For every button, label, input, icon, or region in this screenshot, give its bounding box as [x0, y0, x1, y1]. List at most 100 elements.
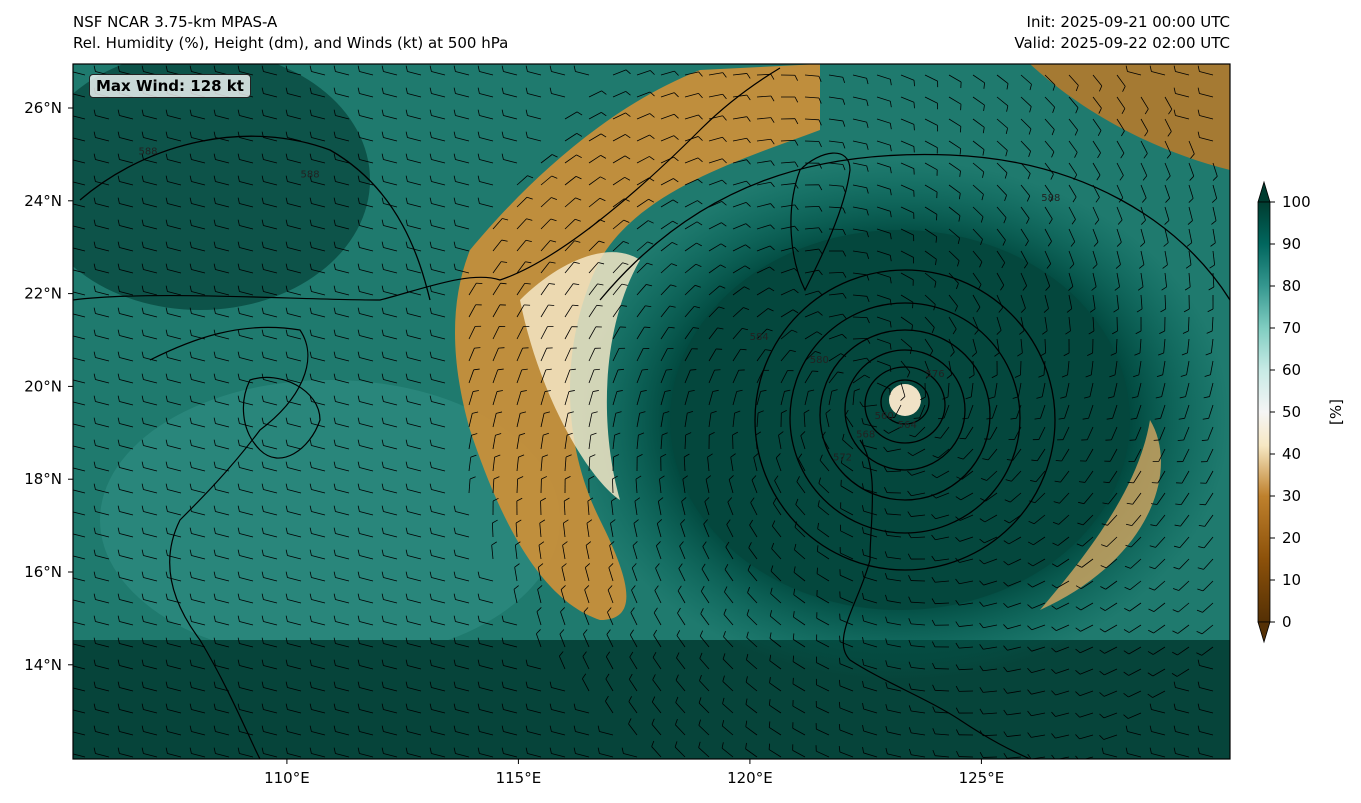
wind-barb — [516, 435, 520, 450]
wind-barb — [816, 706, 830, 714]
wind-barb-flag — [559, 651, 564, 657]
wind-barb — [750, 502, 758, 516]
wind-barb — [492, 304, 501, 318]
wind-barb-flag — [576, 133, 583, 137]
wind-barb-flag — [979, 538, 985, 544]
wind-barb-flag — [1172, 630, 1179, 634]
wind-barb-flag — [309, 329, 312, 336]
wind-barb-flag — [1084, 396, 1091, 399]
wind-barb-flag — [1028, 128, 1032, 135]
wind-barb — [684, 93, 699, 98]
wind-barb — [540, 261, 550, 274]
wind-barb-flag — [429, 461, 432, 468]
wind-barb-flag — [309, 549, 312, 556]
wind-barb-flag — [117, 461, 120, 468]
wind-barb-flag — [791, 329, 798, 333]
wind-barb-flag — [1092, 264, 1098, 269]
wind-barb — [919, 404, 926, 419]
wind-barb — [723, 636, 734, 648]
wind-barb-flag — [477, 131, 480, 138]
wind-barb — [780, 329, 793, 340]
wind-barb — [407, 731, 422, 736]
wind-barb-flag — [93, 483, 96, 490]
wind-barb-flag — [1028, 520, 1035, 525]
wind-barb-flag — [883, 429, 889, 434]
wind-barb — [239, 731, 254, 736]
wind-barb-flag — [909, 434, 916, 438]
wind-barb-flag — [1122, 86, 1126, 92]
wind-barb — [1092, 162, 1101, 176]
wind-barb-flag — [117, 417, 120, 424]
wind-barb-flag — [542, 454, 548, 458]
wind-barb-flag — [70, 528, 71, 534]
wind-barb-flag — [817, 311, 823, 316]
wind-barb-flag — [538, 563, 544, 568]
wind-barb — [538, 545, 542, 560]
wind-barb-flag — [309, 65, 312, 72]
wind-barb-flag — [536, 607, 542, 612]
wind-barb-flag — [647, 220, 654, 224]
wind-barb-flag — [93, 417, 96, 424]
wind-barb-flag — [889, 79, 892, 86]
wind-barb-flag — [694, 284, 701, 288]
wind-barb — [1060, 470, 1070, 483]
wind-barb-flag — [907, 511, 912, 517]
wind-barb-flag — [1211, 220, 1217, 225]
wind-barb-flag — [717, 327, 724, 330]
wind-barb-flag — [93, 549, 96, 556]
wind-barb — [747, 592, 758, 604]
wind-barb-flag — [309, 395, 312, 402]
wind-barb — [732, 307, 744, 318]
wind-barb-flag — [1006, 83, 1009, 90]
wind-barb-flag — [1123, 629, 1130, 633]
wind-barb-flag — [651, 696, 656, 703]
wind-barb — [660, 113, 675, 120]
wind-barb-flag — [866, 296, 870, 303]
wind-barb — [119, 423, 134, 428]
wind-barb-flag — [1123, 714, 1129, 719]
wind-barb — [335, 511, 350, 516]
wind-barb-flag — [934, 281, 937, 288]
wind-barb — [359, 313, 374, 318]
wind-barb-flag — [429, 131, 432, 138]
wind-barb-flag — [496, 390, 503, 392]
wind-barb-flag — [794, 225, 799, 232]
wind-barb-flag — [165, 747, 168, 754]
wind-barb-flag — [954, 305, 958, 312]
wind-barb — [516, 261, 526, 274]
wind-barb — [468, 369, 475, 384]
wind-barb — [924, 228, 937, 238]
wind-barb-flag — [907, 532, 912, 538]
wind-barb — [383, 357, 398, 362]
wind-barb-flag — [622, 262, 629, 265]
wind-barb-flag — [862, 593, 864, 600]
wind-barb — [263, 71, 278, 76]
wind-barb-flag — [623, 219, 630, 223]
wind-barb — [769, 727, 782, 736]
wind-barb — [143, 533, 158, 538]
wind-barb — [612, 176, 625, 186]
wind-barb-flag — [1099, 628, 1106, 633]
wind-barb-flag — [839, 679, 841, 686]
wind-barb — [588, 305, 598, 318]
wind-barb-flag — [621, 283, 628, 286]
wind-barb — [1057, 536, 1070, 546]
wind-barb — [287, 555, 302, 560]
wind-barb — [564, 457, 567, 472]
wind-barb-flag — [734, 410, 741, 414]
wind-barb — [756, 349, 766, 362]
wind-barb-flag — [586, 519, 593, 524]
wind-barb-flag — [663, 411, 670, 414]
wind-barb-flag — [998, 307, 1003, 313]
wind-barb — [191, 313, 206, 318]
wind-barb — [588, 112, 602, 120]
wind-barb-flag — [956, 750, 960, 757]
wind-barb — [635, 479, 638, 494]
wind-barb-flag — [674, 741, 678, 748]
wind-barb-flag — [1068, 286, 1074, 291]
wind-barb-flag — [357, 285, 360, 292]
wind-barb-flag — [605, 695, 609, 702]
wind-barb — [516, 196, 528, 208]
wind-barb-flag — [309, 131, 312, 138]
wind-barb — [492, 326, 500, 340]
